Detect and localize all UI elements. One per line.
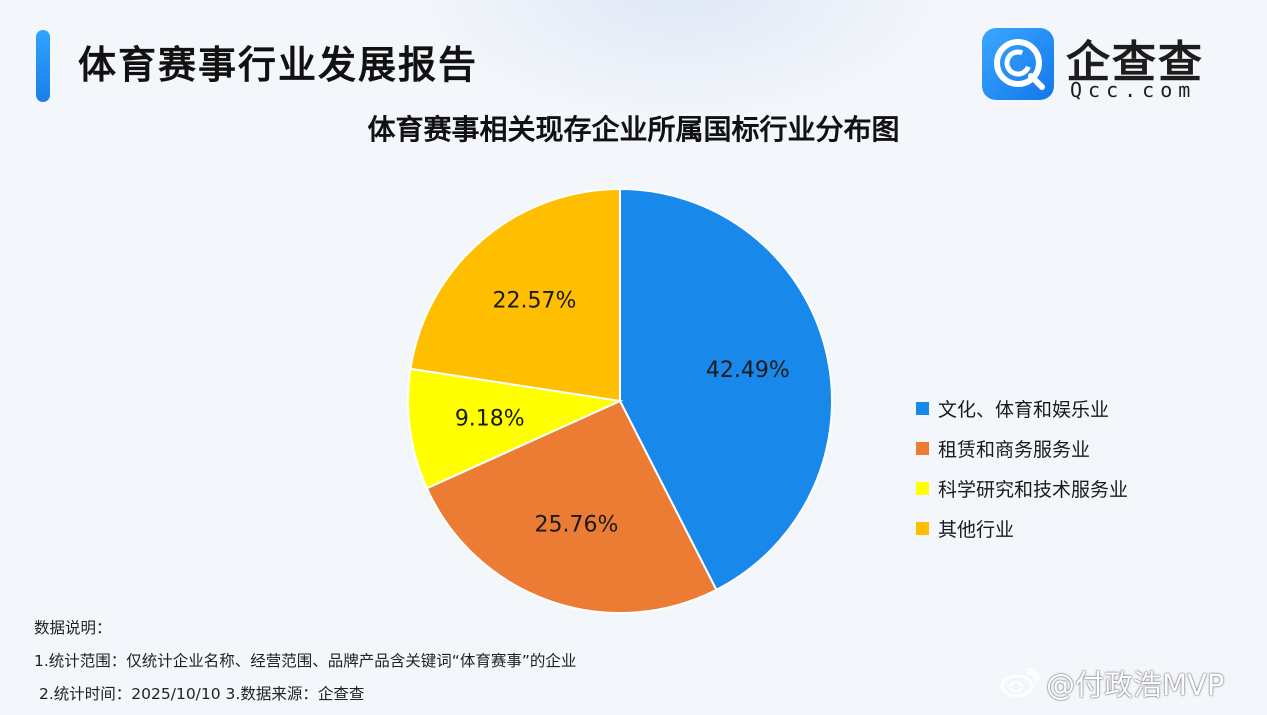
- legend-swatch: [916, 521, 929, 535]
- legend-swatch: [916, 441, 929, 455]
- legend-item: 租赁和商务服务业: [916, 428, 1128, 468]
- data-label: 9.18%: [455, 406, 525, 431]
- weibo-icon: [1000, 668, 1040, 698]
- data-notes: 数据说明： 1.统计范围：仅统计企业名称、经营范围、品牌产品含关键词“体育赛事”…: [34, 616, 576, 715]
- legend-swatch: [916, 401, 929, 415]
- data-label: 25.76%: [535, 513, 619, 538]
- legend-label: 租赁和商务服务业: [938, 438, 1091, 461]
- chart-legend: 文化、体育和娱乐业 租赁和商务服务业 科学研究和技术服务业 其他行业: [916, 388, 1128, 548]
- legend-item: 文化、体育和娱乐业: [916, 388, 1128, 428]
- notes-scope: 1.统计范围：仅统计企业名称、经营范围、品牌产品含关键词“体育赛事”的企业: [34, 652, 577, 670]
- legend-swatch: [916, 481, 929, 495]
- legend-label: 科学研究和技术服务业: [938, 478, 1129, 501]
- data-label: 22.57%: [492, 289, 576, 314]
- qcc-logo: 企查查 Qcc.com: [982, 28, 1222, 104]
- chart-title: 体育赛事相关现存企业所属国标行业分布图: [367, 113, 900, 146]
- notes-time-source: 2.统计时间：2025/10/10 3.数据来源：企查查: [39, 685, 365, 703]
- legend-item: 其他行业: [916, 508, 1128, 548]
- data-label: 42.49%: [706, 358, 790, 383]
- notes-heading: 数据说明：: [34, 619, 112, 637]
- pie-slice: [619, 187, 833, 592]
- pie-slice: [409, 187, 621, 403]
- report-title: 体育赛事行业发展报告: [78, 43, 479, 87]
- pie-slice: [425, 399, 718, 614]
- logo-text: 企查查: [1066, 37, 1204, 88]
- qcc-logo-icon: [982, 28, 1054, 100]
- title-accent-bar: [36, 30, 50, 102]
- legend-item: 科学研究和技术服务业: [916, 468, 1128, 508]
- watermark: @付政浩MVP: [1000, 662, 1224, 704]
- logo-domain: Qcc.com: [1070, 78, 1197, 102]
- legend-label: 文化、体育和娱乐业: [938, 398, 1110, 421]
- pie-slice: [407, 367, 624, 490]
- legend-label: 其他行业: [938, 518, 1015, 541]
- watermark-text: @付政浩MVP: [1046, 668, 1225, 702]
